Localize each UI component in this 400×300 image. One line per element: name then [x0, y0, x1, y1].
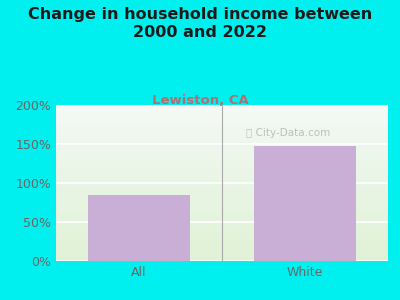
- Bar: [254, 146, 356, 261]
- Text: ⓘ City-Data.com: ⓘ City-Data.com: [246, 128, 330, 138]
- Text: Change in household income between
2000 and 2022: Change in household income between 2000 …: [28, 8, 372, 40]
- Bar: [88, 195, 190, 261]
- Text: Lewiston, CA: Lewiston, CA: [152, 94, 248, 107]
